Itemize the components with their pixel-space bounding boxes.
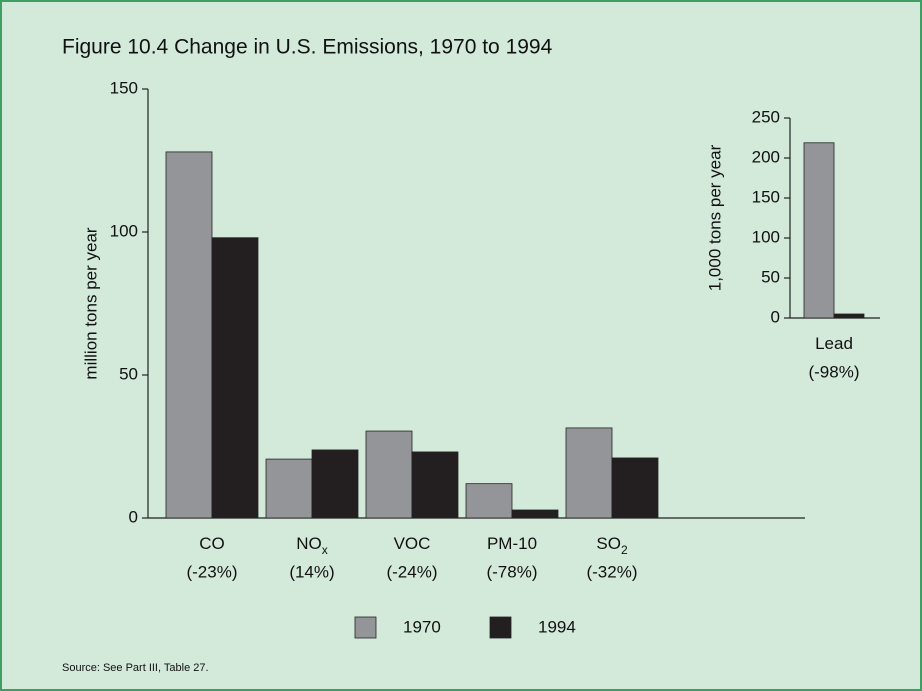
- category-note: (-98%): [808, 362, 859, 381]
- category-note: (-78%): [486, 562, 537, 581]
- bar: [511, 509, 559, 519]
- category-subscript: 2: [621, 543, 628, 557]
- y-tick-label: 200: [752, 147, 780, 166]
- category-name: VOC: [394, 534, 431, 553]
- y-tick-label: 50: [119, 364, 138, 383]
- legend-swatch: [354, 616, 377, 639]
- y-axis-label: 1,000 tons per year: [705, 144, 724, 291]
- category-note: (-32%): [586, 562, 637, 581]
- category-name: SO: [596, 534, 621, 553]
- y-axis-label: million tons per year: [81, 227, 100, 379]
- chart-title: Figure 10.4 Change in U.S. Emissions, 19…: [62, 36, 553, 59]
- bar: [833, 313, 865, 319]
- bar: [365, 430, 413, 519]
- category-note: (-24%): [386, 562, 437, 581]
- category-name: PM-10: [487, 534, 537, 553]
- category-name: NO: [296, 534, 322, 553]
- category-note: (14%): [289, 562, 334, 581]
- legend-label: 1970: [403, 617, 441, 636]
- bar: [411, 451, 459, 519]
- category-note: (-23%): [186, 562, 237, 581]
- y-tick-label: 250: [752, 107, 780, 126]
- source-note: Source: See Part III, Table 27.: [62, 662, 209, 674]
- bar: [165, 151, 213, 519]
- bar: [611, 457, 659, 519]
- bar: [565, 427, 613, 519]
- category-name: Lead: [815, 334, 853, 353]
- bar: [311, 449, 359, 519]
- bar: [211, 237, 259, 519]
- legend-swatch: [489, 616, 512, 639]
- y-tick-label: 150: [752, 187, 780, 206]
- x-tick-label: VOC: [394, 534, 431, 553]
- x-tick-label: CO: [199, 534, 225, 553]
- bar: [265, 458, 313, 519]
- bar: [803, 142, 835, 319]
- y-tick-label: 150: [110, 78, 138, 97]
- bar: [465, 483, 513, 519]
- x-tick-label: NOx: [296, 534, 328, 557]
- category-name: CO: [199, 534, 225, 553]
- y-tick-label: 100: [110, 221, 138, 240]
- x-tick-label: SO2: [596, 534, 628, 557]
- x-tick-label: PM-10: [487, 534, 537, 553]
- y-tick-label: 0: [129, 507, 138, 526]
- category-subscript: x: [322, 543, 328, 557]
- x-tick-label: Lead: [815, 334, 853, 353]
- legend-label: 1994: [538, 617, 576, 636]
- y-tick-label: 0: [771, 307, 780, 326]
- y-tick-label: 50: [761, 267, 780, 286]
- y-tick-label: 100: [752, 227, 780, 246]
